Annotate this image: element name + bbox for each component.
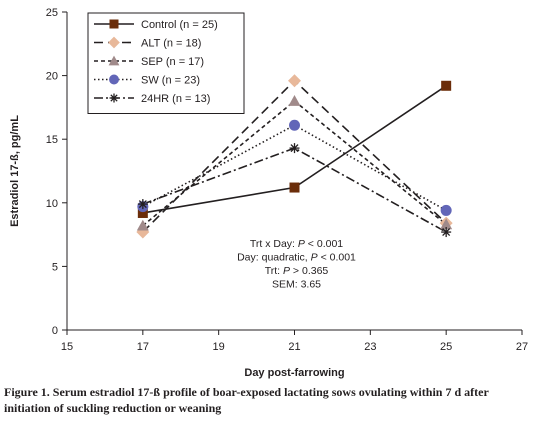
annotation-text: Day: quadratic, [237,252,311,264]
data-point-square [289,182,300,193]
x-tick-label: 27 [516,341,528,353]
x-tick-label: 25 [440,341,452,353]
y-tick-label: 25 [46,7,58,19]
legend-label: SEP (n = 17) [141,56,204,68]
asterisk-stroke [110,94,118,102]
annotation-text: P [298,238,305,250]
data-point-square [137,207,148,218]
y-tick-label: 15 [46,134,58,146]
y-tick-label: 10 [46,198,58,210]
x-axis-label: Day post-farrowing [244,367,344,379]
series-markers [136,74,453,239]
legend-label: SW (n = 23) [141,75,200,87]
y-tick-label: 20 [46,71,58,83]
data-point-diamond [288,74,301,88]
asterisk-stroke [138,200,147,209]
data-point-circle [289,119,300,131]
series-line-circle [142,124,447,212]
legend-marker-square [109,19,119,29]
annotation-text: SEM: 3.65 [272,279,321,291]
legend-marker-asterisk [109,93,119,103]
data-point-circle [440,204,452,216]
legend-item: Control (n = 25) [94,19,218,31]
data-point-asterisk [137,199,148,210]
y-axis-label: Estradiol 17-ß, pg/mL [9,115,21,227]
annotation-text: > 0.365 [290,265,328,277]
y-tick-label: 5 [52,261,58,273]
data-point-asterisk [441,227,452,238]
asterisk-stroke [290,144,299,153]
legend-item: SW (n = 23) [94,75,200,87]
x-tick-label: 17 [137,341,149,353]
legend-item: ALT (n = 18) [94,36,201,50]
data-point-triangle [288,95,301,106]
legend-label: Control (n = 25) [141,19,218,31]
legend-label: 24HR (n = 13) [141,93,210,105]
data-point-asterisk [289,143,300,154]
legend: Control (n = 25) ALT (n = 18) SEP (n = 17)… [87,12,245,114]
x-tick-label: 19 [213,341,225,353]
annotation-text: < 0.001 [318,252,356,264]
legend-marker-triangle [108,55,120,66]
estradiol-line-chart: 0 5 10 15 20 25 15 17 19 21 23 25 27 Control (n = 25… [9,7,528,379]
x-tick-label: 21 [288,341,300,353]
stats-annotation: Trt x Day: P < 0.001 Day: quadratic, P < … [237,238,356,291]
legend-label: ALT (n = 18) [141,38,201,50]
data-point-triangle [440,218,453,230]
annotation-text: Trt x Day: [250,238,298,250]
legend-marker-diamond [108,36,120,49]
annotation-text: Trt: [265,265,283,277]
data-point-square [441,80,452,91]
x-tick-label: 23 [364,341,376,353]
data-point-triangle [136,219,149,231]
annotation-text: < 0.001 [305,238,343,250]
asterisk-stroke [442,228,451,237]
y-tick-label: 0 [52,325,58,337]
legend-marker-circle [109,74,119,85]
legend-item: SEP (n = 17) [94,55,204,68]
annotation-text: P [311,252,318,264]
annotation-text: P [283,265,290,277]
chart-axes: 0 5 10 15 20 25 15 17 19 21 23 25 27 [46,7,528,353]
figure-caption: Figure 1. Serum estradiol 17-ß profile o… [4,385,489,415]
legend-item: 24HR (n = 13) [94,93,210,105]
x-tick-label: 15 [61,341,73,353]
